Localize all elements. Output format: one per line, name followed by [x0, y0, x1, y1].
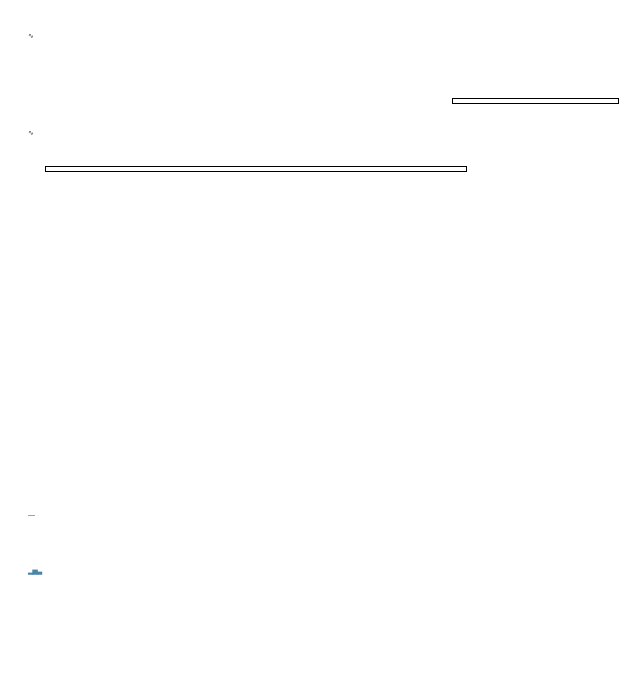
macd-hist-legend: ▂▅▃ [28, 565, 45, 576]
rsi5-legend: ∿ [28, 127, 36, 138]
ohlc-quote-row [570, 17, 632, 27]
histogram-icon: ▂▅▃ [28, 568, 42, 575]
line-chart-icon: — [28, 512, 35, 519]
chart-header [0, 0, 640, 29]
rsi5-note-box [452, 98, 619, 104]
rsi14-legend: ∿ [28, 30, 36, 41]
spx-daily-note-box [45, 166, 467, 172]
line-chart-icon: ∿ [28, 130, 34, 137]
macd-legend: — [28, 509, 37, 520]
title-row [28, 3, 37, 21]
line-chart-icon: ∿ [28, 33, 34, 40]
